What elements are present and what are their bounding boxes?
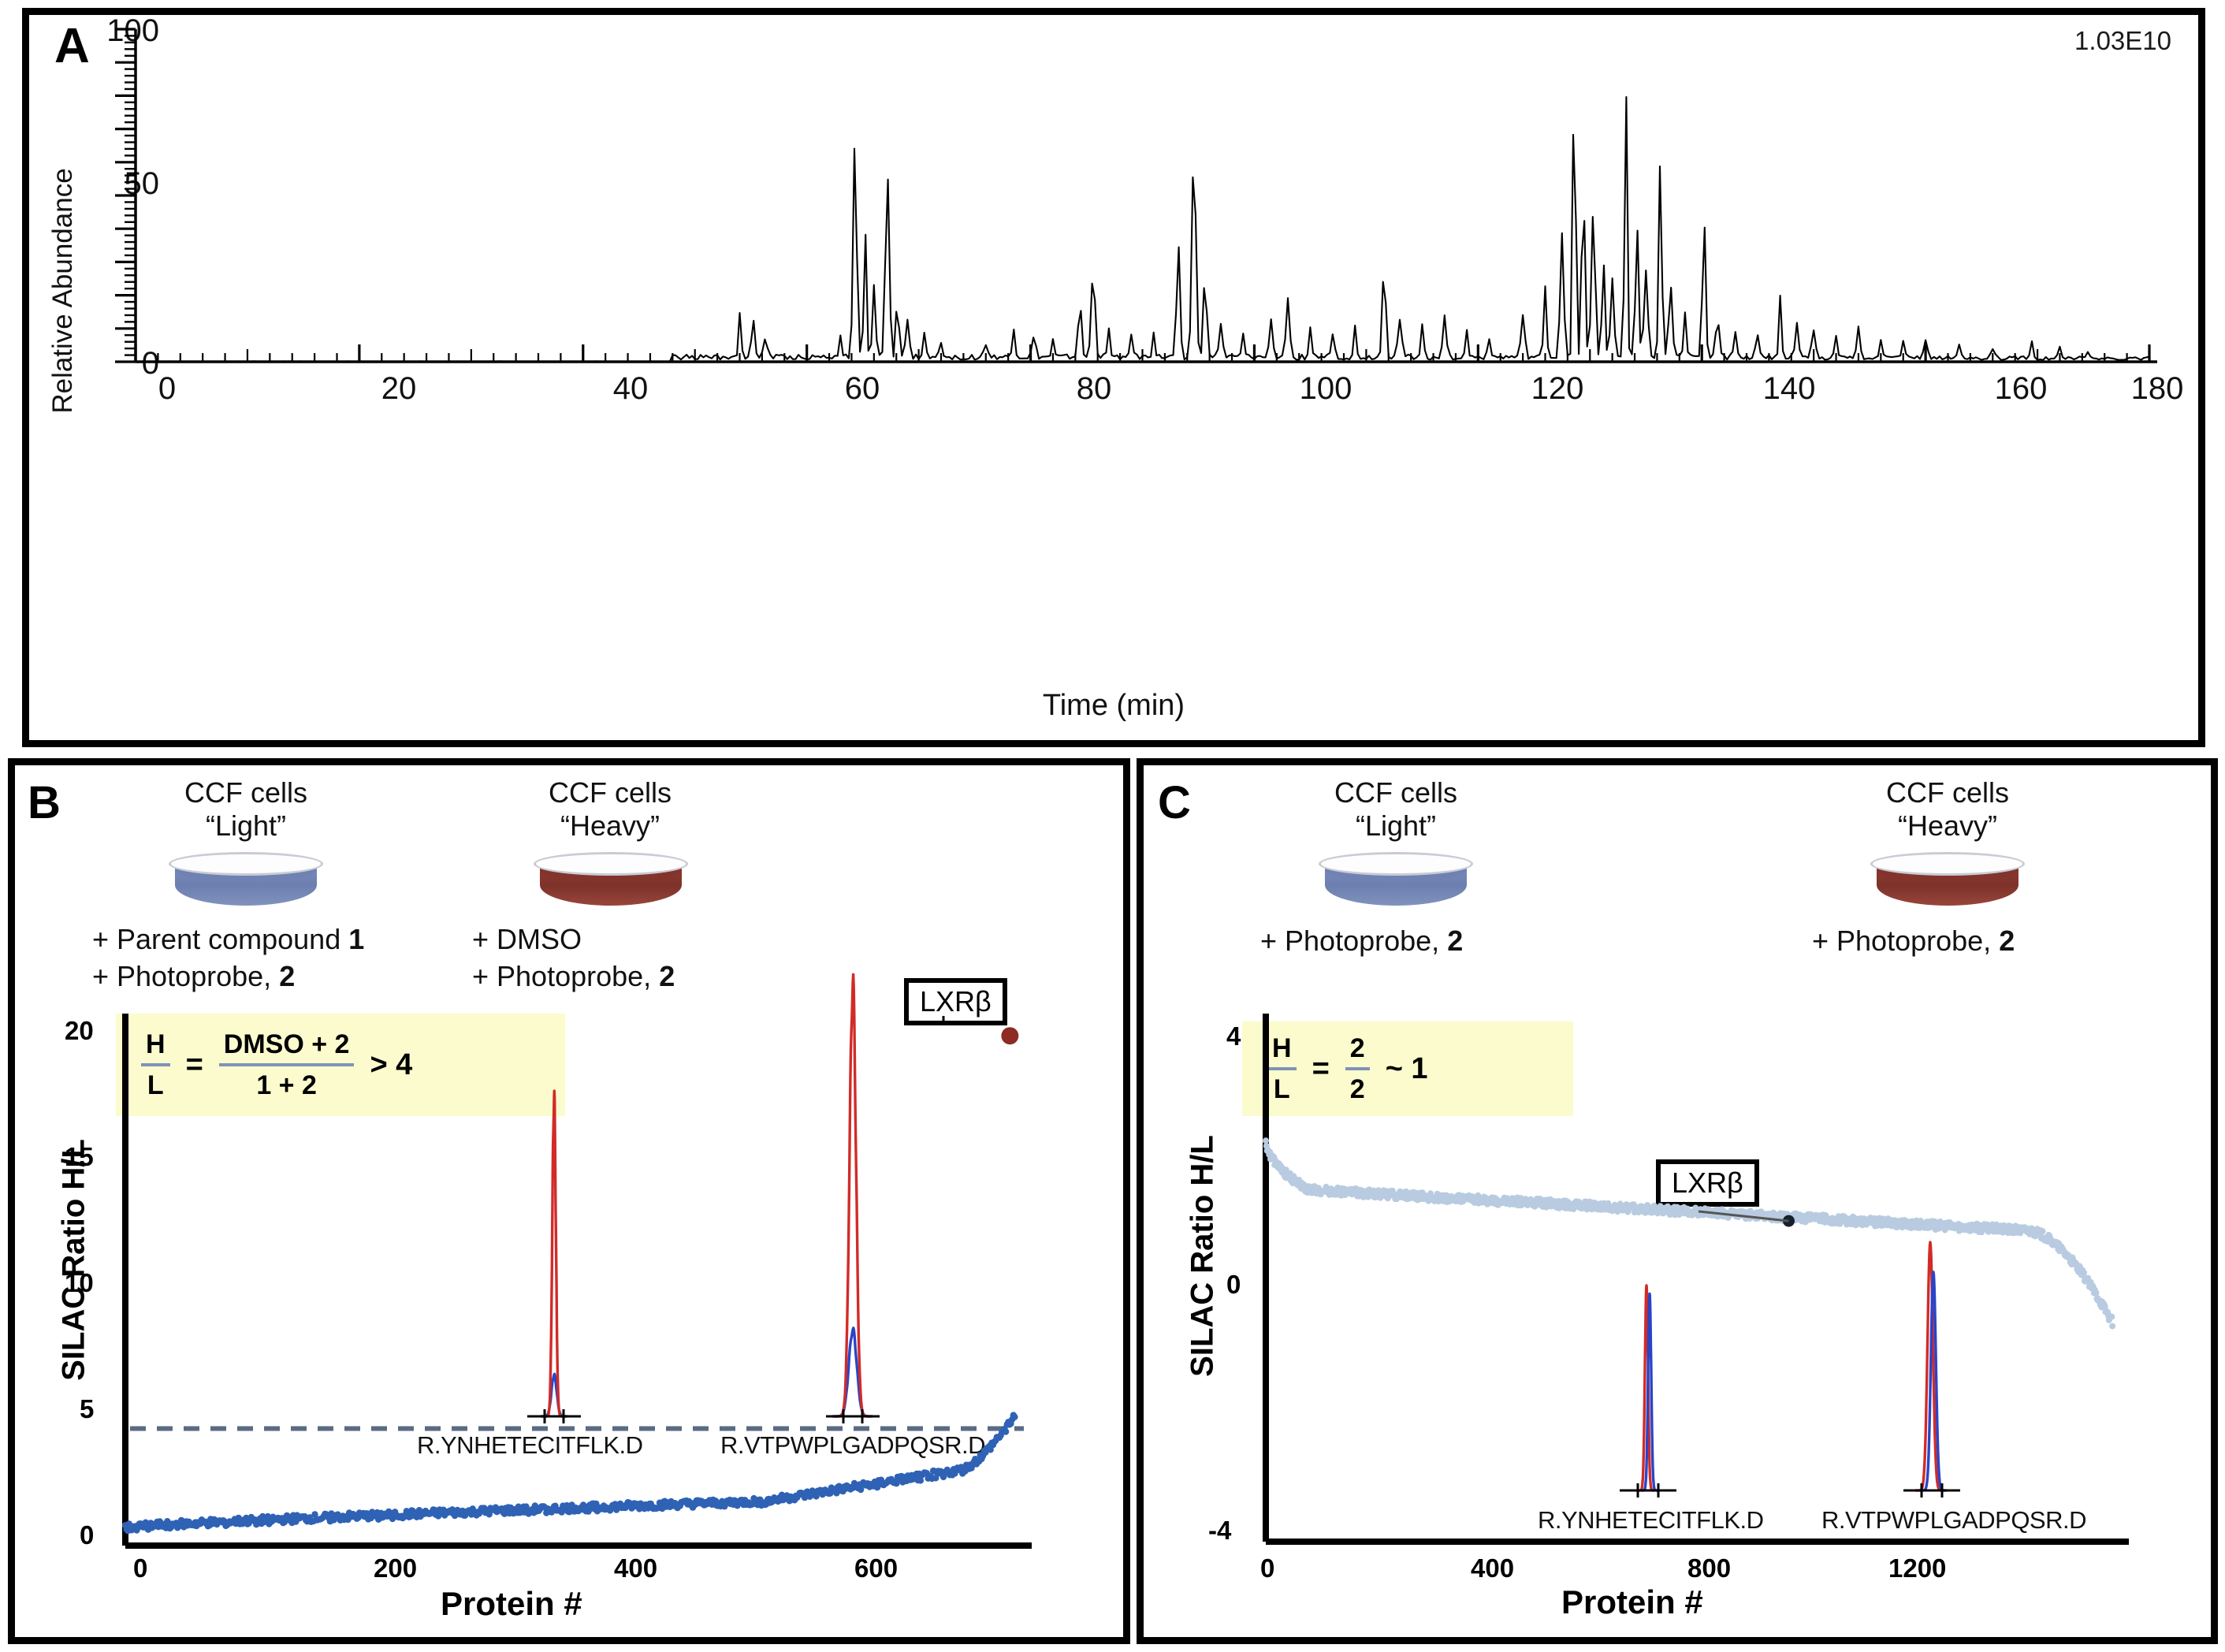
panel-c-eq-rhs-fraction: 2 2	[1345, 1033, 1370, 1104]
panel-c-eq-lhs-num: H	[1272, 1032, 1292, 1063]
panel-c-heavy-petri-dish-icon	[1870, 852, 2025, 910]
panel-b-xtick-400: 400	[614, 1553, 658, 1583]
panel-b-eq-comparator: > 4	[370, 1047, 413, 1081]
panel-c-eq-lhs-fraction: H L	[1267, 1033, 1297, 1104]
panel-b-heavy-petri-dish-icon	[534, 852, 688, 910]
panel-b-light-treat2: + Photoprobe,	[92, 959, 280, 992]
panel-b-heavy-treat2: + Photoprobe,	[472, 959, 660, 992]
panel-b-light-petri-dish-icon	[169, 852, 323, 910]
panel-b-eq-rhs-den: 1 + 2	[256, 1070, 317, 1100]
panel-c-ytick-neg4: -4	[1208, 1516, 1232, 1545]
panel-b-eq-rhs-num: DMSO + 2	[223, 1029, 350, 1059]
panel-c-letter: C	[1158, 777, 1191, 828]
panel-b-xtick-600: 600	[854, 1553, 899, 1583]
panel-b-light-title-line1: CCF cells	[184, 776, 307, 809]
panel-b-heavy-treatment: + DMSO + Photoprobe, 2	[472, 921, 675, 995]
panel-b-eq-lhs-fraction: H L	[141, 1029, 170, 1100]
panel-a-letter: A	[54, 19, 90, 73]
panel-b-ytick-20: 20	[65, 1016, 94, 1045]
panel-c-lxrb-callout[interactable]: LXRβ	[1656, 1159, 1759, 1207]
panel-c-eq-comparator: ~ 1	[1385, 1051, 1428, 1085]
panel-c-equation: H L = 2 2 ~ 1	[1242, 1021, 1573, 1116]
panel-c-ytick-0: 0	[1226, 1270, 1241, 1299]
panel-a-xtick-40: 40	[612, 371, 649, 406]
panel-b-light-title-line2: “Light”	[205, 809, 287, 842]
panel-b-ytick-15: 15	[65, 1142, 94, 1171]
panel-b-light-treat1-num: 1	[348, 923, 365, 955]
panel-b-eq-rhs-fraction: DMSO + 2 1 + 2	[218, 1029, 355, 1100]
panel-c-y-axis-label: SILAC Ratio H/L	[1185, 1135, 1220, 1377]
panel-a-chromatogram	[115, 28, 2157, 363]
panel-b-light-treat2-num: 2	[279, 959, 296, 992]
panel-c-heavy-title-line2: “Heavy”	[1897, 809, 1998, 842]
panel-c-heavy-title: CCF cells “Heavy”	[1818, 776, 2078, 843]
panel-b-x-axis-label: Protein #	[441, 1585, 582, 1622]
panel-b-light-treatment: + Parent compound 1 + Photoprobe, 2	[92, 921, 364, 995]
panel-b-equation: H L = DMSO + 2 1 + 2 > 4	[116, 1014, 565, 1116]
panel-b-xtick-0: 0	[133, 1553, 148, 1583]
panel-c-light-title: CCF cells “Light”	[1266, 776, 1526, 843]
panel-b-heavy-treat2-num: 2	[659, 959, 675, 992]
panel-a-xtick-180: 180	[2130, 371, 2184, 406]
panel-c-peptide-label-2: R.VTPWPLGADPQSR.D	[1821, 1506, 2087, 1534]
panel-c-light-title-line1: CCF cells	[1334, 776, 1457, 809]
panel-c-eq-lhs-den: L	[1273, 1074, 1290, 1104]
panel-b-peptide-label-2: R.VTPWPLGADPQSR.D	[720, 1431, 986, 1459]
panel-c-light-treatment: + Photoprobe, 2	[1260, 923, 1463, 960]
panel-c-xtick-800: 800	[1687, 1553, 1732, 1583]
panel-c-light-treat1-num: 2	[1447, 925, 1464, 957]
panel-c-peptide-label-1: R.YNHETECITFLK.D	[1538, 1506, 1764, 1534]
panel-c-light-petri-dish-icon	[1319, 852, 1473, 910]
panel-c-eq-rhs-num: 2	[1349, 1032, 1365, 1063]
panel-c-light-title-line2: “Light”	[1355, 809, 1437, 842]
panel-b-light-title: CCF cells “Light”	[116, 776, 376, 843]
panel-b: B CCF cells “Light” + Parent compound 1 …	[8, 758, 1130, 1644]
panel-c-heavy-treatment: + Photoprobe, 2	[1812, 923, 2015, 960]
panel-c-ytick-4: 4	[1226, 1021, 1241, 1051]
panel-b-ytick-0: 0	[80, 1520, 95, 1550]
panel-a-xtick-120: 120	[1531, 371, 1584, 406]
panel-b-ytick-5: 5	[80, 1394, 95, 1423]
panel-b-eq-equals: =	[185, 1047, 203, 1081]
panel-b-ytick-10: 10	[65, 1268, 94, 1297]
panel-c-xtick-1200: 1200	[1888, 1553, 1947, 1583]
panel-c-x-axis-label: Protein #	[1561, 1583, 1703, 1620]
panel-c: C CCF cells “Light” + Photoprobe, 2 CCF …	[1137, 758, 2218, 1644]
panel-a-intensity-annotation: 1.03E10	[2074, 26, 2171, 55]
panel-a-xtick-100: 100	[1299, 371, 1352, 406]
panel-c-light-treat1: + Photoprobe,	[1260, 925, 1448, 957]
panel-b-lxrb-callout[interactable]: LXRβ	[904, 978, 1007, 1025]
panel-b-eq-lhs-num: H	[146, 1029, 166, 1059]
panel-a-xtick-160: 160	[1994, 371, 2048, 406]
panel-c-heavy-title-line1: CCF cells	[1885, 776, 2009, 809]
panel-c-xtick-400: 400	[1471, 1553, 1515, 1583]
panel-c-heavy-treat1: + Photoprobe,	[1812, 925, 2000, 957]
panel-b-heavy-treat1: + DMSO	[472, 923, 582, 955]
panel-b-eq-lhs-den: L	[147, 1070, 164, 1100]
panel-c-eq-rhs-den: 2	[1349, 1074, 1365, 1104]
panel-a-xtick-140: 140	[1762, 371, 1816, 406]
panel-a-xtick-20: 20	[381, 371, 417, 406]
panel-a: A 1.03E10 Relative Abundance Time (min) …	[22, 8, 2205, 747]
panel-c-eq-equals: =	[1312, 1051, 1330, 1085]
panel-b-heavy-title: CCF cells “Heavy”	[480, 776, 740, 843]
panel-b-xtick-200: 200	[374, 1553, 418, 1583]
panel-a-xtick-0: 0	[158, 371, 177, 406]
panel-c-xtick-0: 0	[1260, 1553, 1275, 1583]
panel-a-ytick-0: 0	[141, 346, 159, 381]
panel-b-letter: B	[28, 777, 61, 828]
panel-a-x-axis-label: Time (min)	[1042, 689, 1185, 722]
panel-b-peptide-label-1: R.YNHETECITFLK.D	[417, 1431, 643, 1459]
panel-b-heavy-title-line2: “Heavy”	[560, 809, 660, 842]
panel-a-xtick-60: 60	[844, 371, 880, 406]
panel-b-heavy-title-line1: CCF cells	[548, 776, 672, 809]
panel-a-xtick-80: 80	[1076, 371, 1112, 406]
panel-b-light-treat1: + Parent compound	[92, 923, 349, 955]
panel-c-heavy-treat1-num: 2	[1999, 925, 2015, 957]
